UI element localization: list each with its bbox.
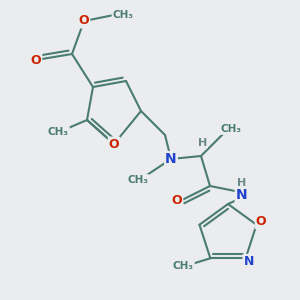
Text: O: O — [31, 53, 41, 67]
Text: CH₃: CH₃ — [173, 261, 194, 271]
Text: N: N — [165, 152, 177, 166]
Text: O: O — [172, 194, 182, 208]
Text: CH₃: CH₃ — [112, 10, 134, 20]
Text: CH₃: CH₃ — [48, 127, 69, 137]
Text: H: H — [198, 137, 207, 148]
Text: O: O — [256, 215, 266, 228]
Text: O: O — [79, 14, 89, 28]
Text: CH₃: CH₃ — [128, 175, 148, 185]
Text: H: H — [237, 178, 246, 188]
Text: O: O — [109, 137, 119, 151]
Text: N: N — [236, 188, 247, 202]
Text: N: N — [243, 255, 254, 268]
Text: CH₃: CH₃ — [220, 124, 242, 134]
